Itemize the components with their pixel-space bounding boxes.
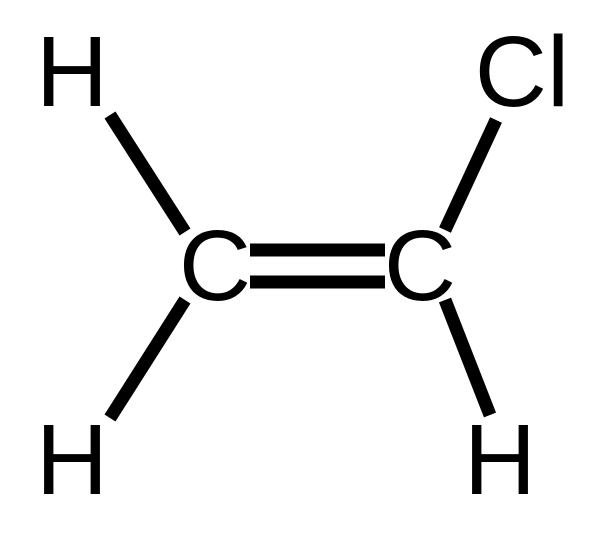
- atom-H_ll: H: [36, 404, 108, 516]
- atom-C2: C: [384, 210, 456, 322]
- bond-line: [110, 300, 185, 418]
- atom-H_ul: H: [36, 16, 108, 128]
- bond-line: [110, 115, 185, 232]
- atom-C1: C: [179, 210, 251, 322]
- molecule-diagram: CCHHHCl: [0, 0, 600, 533]
- atom-layer: CCHHHCl: [36, 16, 569, 516]
- atom-H_lr: H: [464, 404, 536, 516]
- atom-Cl: Cl: [475, 16, 569, 128]
